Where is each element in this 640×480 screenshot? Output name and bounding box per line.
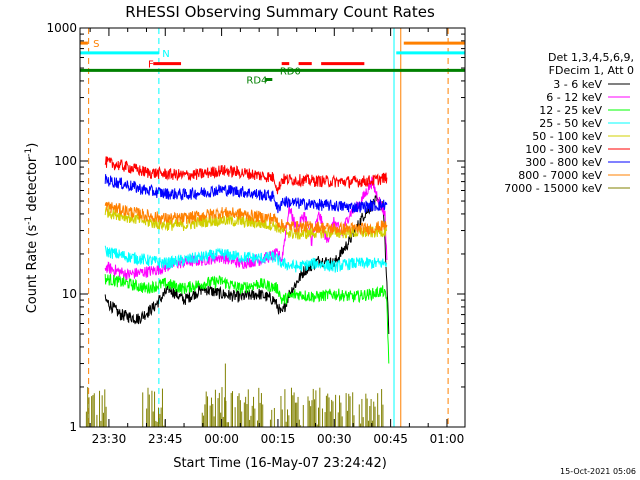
series-line (104, 156, 388, 195)
marker-labels: S NF RD0 RD4 (93, 39, 301, 86)
y-axis-label-sup1: -1 (24, 216, 34, 225)
series-line (104, 206, 388, 240)
y-axis: 1 10 100 1000 (46, 21, 465, 434)
legend-label: 7000 - 15000 keV (504, 182, 602, 195)
legend-label: 800 - 7000 keV (518, 169, 602, 182)
y-axis-label-sup2: -1 (24, 148, 34, 157)
y-axis-label: Count Rate (s-1 detector-1) (24, 143, 40, 314)
marker-label: N (162, 49, 169, 60)
marker-label: S (93, 39, 99, 50)
series-line (104, 245, 388, 273)
marker-label: RD0 (280, 66, 301, 77)
x-tick-label: 00:15 (261, 432, 296, 446)
legend-label: 50 - 100 keV (532, 130, 602, 143)
marker-label: RD4 (246, 75, 267, 86)
legend-header: Det 1,3,4,5,6,9, (548, 51, 634, 64)
y-tick-label: 10 (62, 287, 77, 301)
y-axis-label-mid: detector (25, 156, 40, 216)
x-axis-label: Start Time (16-May-07 23:24:42) (173, 456, 387, 471)
series-line (104, 201, 388, 237)
legend-label: 25 - 50 keV (539, 117, 602, 130)
legend-label: 6 - 12 keV (546, 91, 602, 104)
series-line (104, 272, 390, 364)
x-tick-label: 00:00 (204, 432, 239, 446)
x-tick-label: 00:45 (373, 432, 408, 446)
y-axis-label-main: Count Rate (s (25, 225, 40, 314)
x-tick-label: 00:30 (317, 432, 352, 446)
legend: Det 1,3,4,5,6,9,FDecim 1, Att 03 - 6 keV… (504, 51, 634, 195)
legend-header: FDecim 1, Att 0 (549, 64, 634, 77)
marker-label: F (148, 60, 154, 71)
y-tick-label: 100 (54, 154, 77, 168)
legend-label: 12 - 25 keV (539, 104, 602, 117)
y-tick-label: 1 (69, 420, 77, 434)
x-axis: 23:30 23:45 00:00 00:15 00:30 00:45 01:00 (89, 28, 465, 446)
series-line (104, 194, 390, 335)
chart-title: RHESSI Observing Summary Count Rates (125, 3, 435, 21)
legend-label: 3 - 6 keV (553, 78, 602, 91)
plot-frame (79, 27, 466, 428)
attenuator-markers (80, 41, 465, 81)
x-tick-label: 01:00 (430, 432, 465, 446)
x-tick-label: 23:45 (148, 432, 183, 446)
series-lines (104, 156, 390, 364)
vertical-lines (88, 28, 449, 427)
x-tick-label: 23:30 (92, 432, 127, 446)
timestamp: 15-Oct-2021 05:06 (560, 467, 636, 476)
y-axis-label-end: ) (25, 143, 40, 148)
legend-label: 300 - 800 keV (525, 156, 602, 169)
legend-label: 100 - 300 keV (525, 143, 602, 156)
bars-7000-15000 (85, 363, 384, 427)
series-line (104, 174, 388, 214)
y-tick-label: 1000 (46, 21, 77, 35)
